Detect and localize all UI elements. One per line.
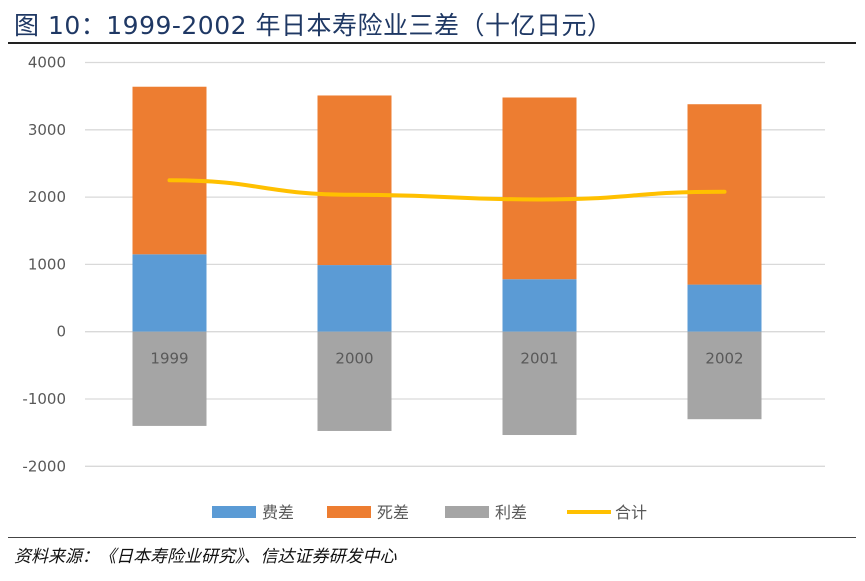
bar-利差-2002 <box>687 331 762 420</box>
title-divider <box>8 42 856 44</box>
y-tick-label: 3000 <box>28 121 66 139</box>
legend-label: 利差 <box>495 503 527 522</box>
x-category-label: 2000 <box>335 350 373 368</box>
legend-swatch-利差 <box>445 506 489 518</box>
bar-利差-2000 <box>317 331 392 431</box>
legend-swatch-死差 <box>327 506 371 518</box>
legend-label: 合计 <box>615 503 647 522</box>
y-tick-label: 2000 <box>28 188 66 206</box>
bar-费差-2002 <box>687 284 762 332</box>
x-category-label: 2001 <box>520 350 558 368</box>
x-category-label: 2002 <box>705 350 743 368</box>
bar-费差-2001 <box>502 279 577 332</box>
chart-title: 图 10：1999-2002 年日本寿险业三差（十亿日元） <box>14 11 613 40</box>
chart: 4000 3000 2000 1000 0 -1000 -2000 1999 2000 2001 2… <box>22 54 825 522</box>
bar-死差-2002 <box>687 104 762 285</box>
bar-死差-1999 <box>132 86 207 255</box>
bar-费差-2000 <box>317 265 392 332</box>
legend-label: 死差 <box>377 503 409 522</box>
bar-利差-1999 <box>132 331 207 426</box>
y-tick-label: -1000 <box>22 390 66 408</box>
bar-费差-1999 <box>132 254 207 332</box>
x-category-label: 1999 <box>150 350 188 368</box>
bar-死差-2000 <box>317 95 392 266</box>
line-合计 <box>167 178 727 202</box>
y-tick-label: -2000 <box>22 457 66 475</box>
source-note: 资料来源：《日本寿险业研究》、信达证券研发中心 <box>14 547 397 567</box>
legend-label: 费差 <box>262 503 294 522</box>
legend-swatch-费差 <box>212 506 256 518</box>
source-divider <box>8 537 856 538</box>
y-tick-label: 0 <box>56 323 66 341</box>
y-tick-label: 1000 <box>28 255 66 273</box>
y-tick-label: 4000 <box>28 54 66 72</box>
bar-死差-2001 <box>502 97 577 280</box>
bar-利差-2001 <box>502 331 577 436</box>
